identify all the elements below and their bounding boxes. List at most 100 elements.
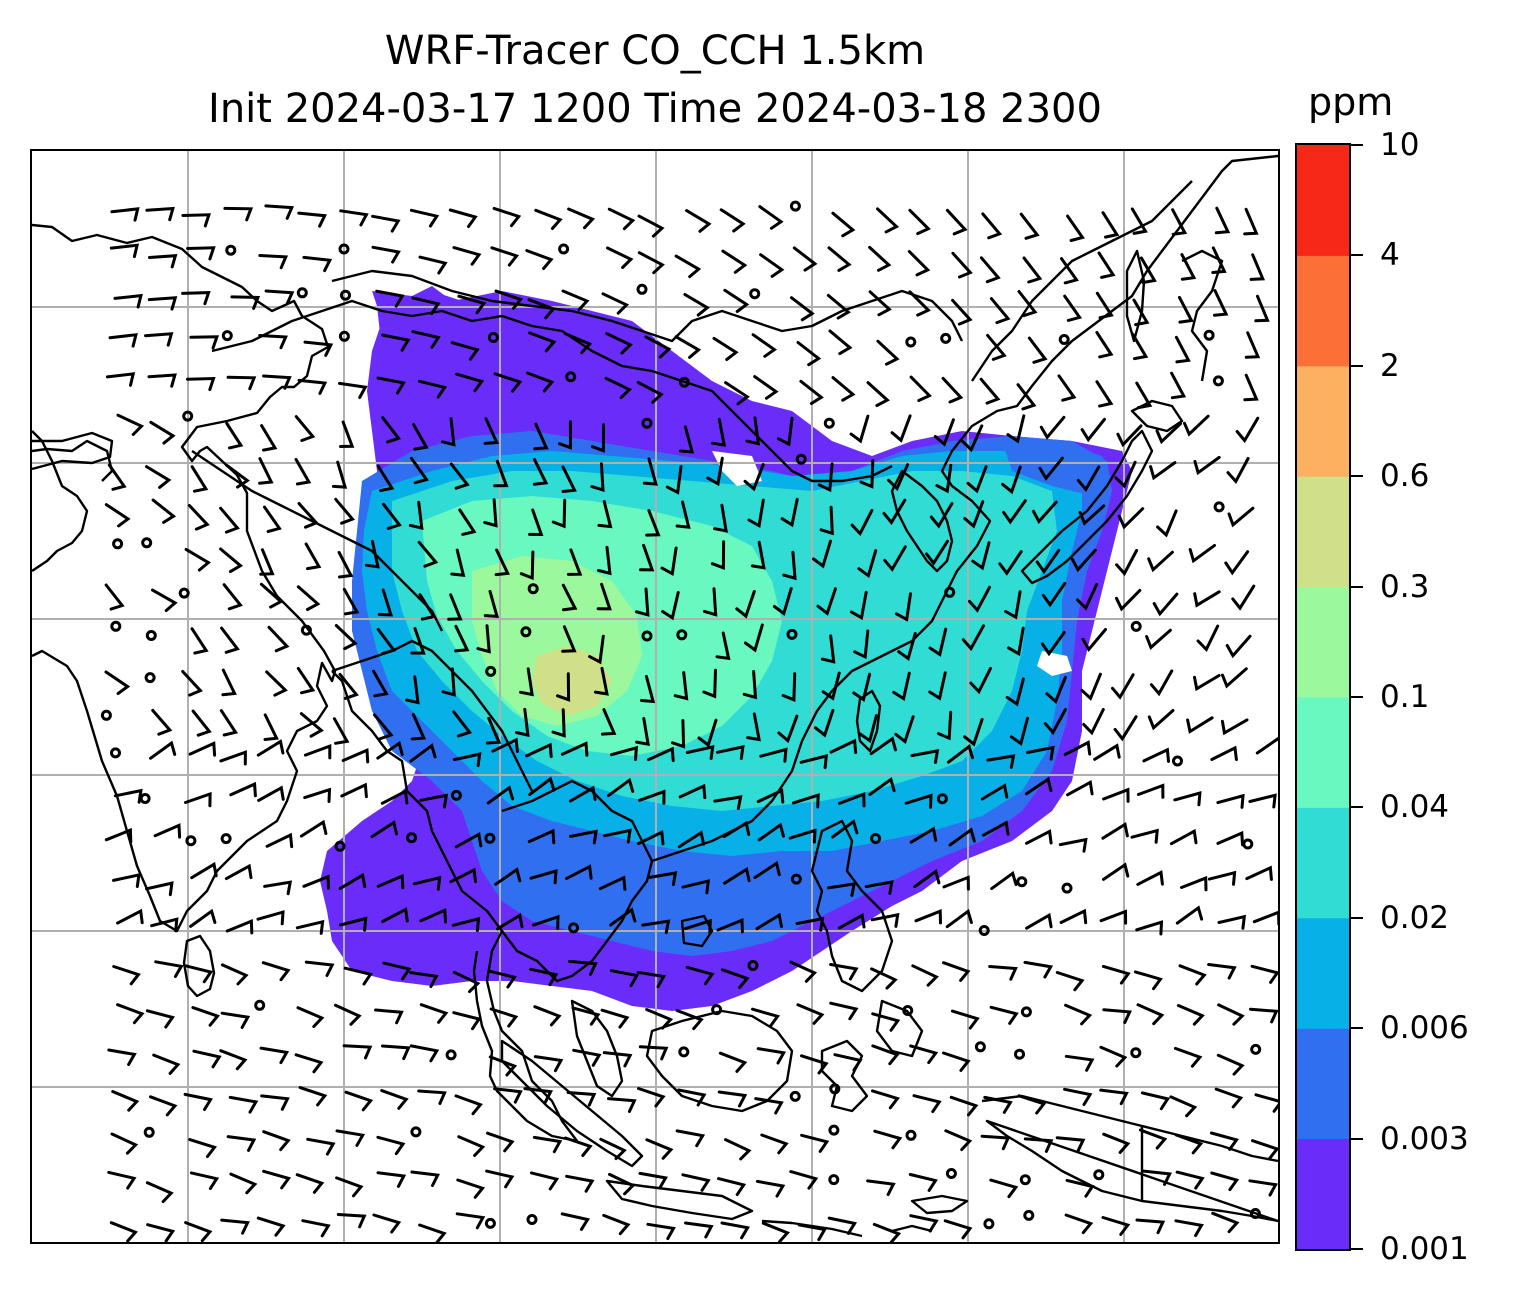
wind-barb	[963, 717, 984, 747]
wind-barb	[1099, 1088, 1129, 1106]
calm-wind-circle	[1020, 1006, 1032, 1018]
wind-barb	[1064, 1054, 1095, 1072]
wind-barb	[376, 376, 406, 395]
wind-barb	[374, 1008, 404, 1025]
wind-barb	[1138, 1128, 1168, 1150]
wind-barb	[219, 547, 244, 574]
wind-barb	[483, 589, 500, 619]
wind-barb	[492, 206, 522, 228]
wind-barb	[1101, 211, 1120, 239]
wind-barb	[703, 587, 718, 617]
calm-wind-circle	[983, 1218, 995, 1230]
wind-barb	[897, 632, 917, 661]
wind-barb	[1248, 793, 1277, 809]
calm-wind-circle	[185, 835, 197, 847]
wind-barb	[302, 255, 333, 273]
wind-barb	[1188, 543, 1216, 564]
wind-barb	[1025, 912, 1053, 930]
wind-barb	[412, 875, 442, 891]
wind-barb	[338, 381, 368, 399]
wind-barb	[870, 912, 900, 928]
wind-barb	[109, 243, 140, 259]
wind-barb	[1066, 779, 1094, 797]
wind-barb	[904, 793, 933, 809]
wind-barb	[961, 424, 984, 453]
wind-barb	[868, 245, 892, 272]
wind-barb	[1221, 667, 1248, 689]
wind-barb	[1213, 289, 1229, 317]
wind-barb	[816, 587, 837, 616]
calm-wind-circle	[974, 1041, 986, 1053]
wind-barb	[645, 1138, 674, 1160]
wind-barb	[485, 716, 502, 745]
wind-barb	[942, 961, 971, 982]
wind-barb	[1043, 708, 1067, 736]
wind-barb	[685, 209, 712, 233]
wind-barb	[724, 381, 750, 406]
wind-barb	[979, 256, 1001, 284]
wind-barb	[110, 207, 140, 222]
wind-barb	[381, 1044, 411, 1061]
wind-barb	[1017, 1094, 1047, 1115]
wind-barb	[989, 1178, 1019, 1199]
colorbar-band-4	[1297, 145, 1349, 256]
wind-barb	[1173, 790, 1202, 807]
wind-barb	[910, 749, 940, 764]
wind-barb	[788, 828, 817, 844]
wind-barb	[109, 1221, 138, 1242]
colorbar-tick-label: 0.1	[1380, 679, 1430, 715]
wind-barb	[949, 1095, 979, 1117]
wind-barb	[1149, 461, 1177, 481]
calm-wind-circle	[143, 1126, 155, 1138]
wind-barb	[294, 457, 312, 486]
wind-barb	[986, 754, 1016, 769]
wind-barb	[377, 588, 394, 617]
wind-barb	[1099, 1045, 1128, 1068]
wind-barb	[1065, 1178, 1095, 1198]
wind-barb	[411, 330, 441, 349]
wind-barb	[873, 1129, 903, 1150]
calm-wind-circle	[790, 873, 802, 885]
wind-barb	[339, 420, 355, 448]
wind-barb	[756, 1047, 787, 1065]
wind-barb	[1097, 251, 1116, 279]
wind-barb	[219, 709, 239, 737]
wind-barb	[382, 502, 402, 530]
wind-barb	[296, 666, 316, 695]
coastline-hainan	[680, 914, 714, 948]
wind-barb	[226, 375, 257, 391]
wind-barb	[1220, 718, 1249, 736]
colorbar	[1295, 143, 1351, 1251]
wind-barb	[1174, 335, 1191, 364]
wind-barb	[1249, 253, 1266, 281]
wind-barb	[883, 545, 907, 572]
wind-barb	[800, 1133, 830, 1153]
calm-wind-circle	[487, 332, 499, 343]
wind-barb	[151, 708, 173, 736]
wind-barb	[454, 1094, 483, 1116]
wind-barb	[417, 379, 448, 399]
wind-barb	[364, 539, 380, 569]
calm-wind-circle	[526, 1214, 538, 1225]
wind-barb	[743, 463, 765, 492]
wind-barb	[1136, 870, 1164, 886]
calm-wind-circle	[1093, 1169, 1105, 1181]
wind-barb	[1102, 787, 1130, 803]
wind-barb	[715, 631, 731, 661]
wind-barb	[661, 591, 680, 621]
wind-barb	[1217, 1003, 1245, 1026]
wind-barb	[1214, 1087, 1244, 1109]
calm-wind-circle	[711, 1004, 723, 1016]
wind-barb	[944, 1129, 973, 1152]
wind-barb	[1207, 870, 1237, 886]
wind-barb	[184, 791, 212, 808]
wind-barb	[685, 965, 715, 986]
wind-barb	[963, 500, 985, 529]
wind-barb	[719, 208, 746, 233]
wind-barb	[678, 783, 707, 800]
wind-barb	[1057, 374, 1077, 402]
calm-wind-circle	[1203, 329, 1215, 341]
wind-barb	[303, 340, 334, 357]
wind-barb	[755, 912, 783, 931]
wind-barb	[107, 1048, 137, 1066]
